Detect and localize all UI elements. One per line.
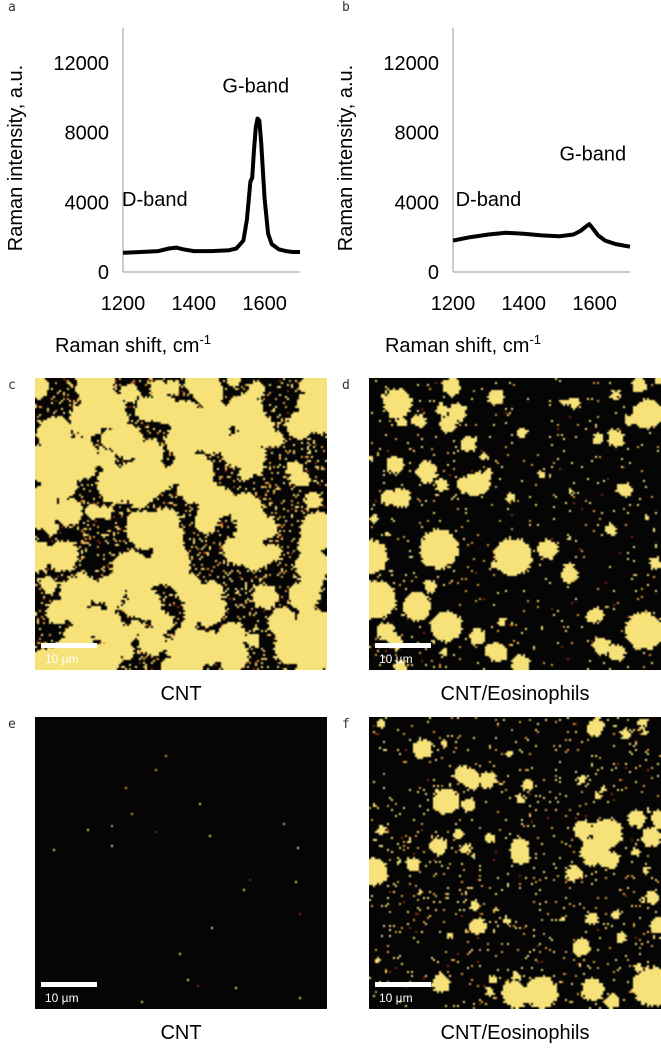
scale-bar xyxy=(375,643,431,648)
x-tick-label: 1400 xyxy=(502,293,547,315)
raman-map-image xyxy=(35,717,327,1009)
x-tick-label: 1200 xyxy=(431,293,476,315)
caption-e: CNT xyxy=(160,1022,202,1044)
panel-label-a: a xyxy=(8,0,16,15)
scale-bar-label: 10 µm xyxy=(45,652,79,666)
y-axis-label: Raman intensity, a.u. xyxy=(5,65,27,251)
raman-spectrum-chart-a: 0 4000 8000 12000 1200 1400 1600 Raman intensit… xyxy=(5,28,300,357)
x-axis-label: Raman shift, cm-1 xyxy=(55,332,211,357)
band-annotation: D-band xyxy=(122,189,188,211)
panel-label-e: e xyxy=(8,717,16,732)
scale-bar-label: 10 µm xyxy=(45,991,79,1005)
caption-f: CNT/Eosinophils xyxy=(440,1022,590,1044)
y-axis-label: Raman intensity, a.u. xyxy=(335,65,357,251)
raman-map-d: 10 µm xyxy=(369,378,661,670)
raman-spectrum-chart-b: 0 4000 8000 12000 1200 1400 1600 Raman intensit… xyxy=(335,28,631,357)
scale-bar xyxy=(41,982,97,987)
band-annotation: G-band xyxy=(222,75,289,97)
raman-map-image xyxy=(369,378,661,670)
raman-map-f: 10 µm xyxy=(369,717,661,1009)
raman-map-c: 10 µm xyxy=(35,378,327,670)
caption-c: CNT xyxy=(160,683,202,705)
raman-map-e: 10 µm xyxy=(35,717,327,1009)
x-axis-label: Raman shift, cm-1 xyxy=(385,332,541,357)
panel-label-d: d xyxy=(342,378,350,393)
caption-d: CNT/Eosinophils xyxy=(440,683,590,705)
y-tick-label: 4000 xyxy=(65,192,110,214)
scale-bar-label: 10 µm xyxy=(379,991,413,1005)
x-tick-label: 1200 xyxy=(101,293,146,315)
scale-bar xyxy=(375,982,431,987)
y-tick-label: 8000 xyxy=(395,123,440,145)
y-tick-label: 0 xyxy=(428,262,439,284)
x-tick-label: 1400 xyxy=(172,293,217,315)
panel-label-c: c xyxy=(8,378,16,393)
y-tick-label: 8000 xyxy=(65,123,110,145)
spectrum-line xyxy=(122,116,300,255)
y-tick-label: 12000 xyxy=(53,53,109,75)
panel-label-b: b xyxy=(342,0,350,15)
spectrum-line xyxy=(452,222,631,249)
raman-map-image xyxy=(369,717,661,1009)
x-tick-label: 1600 xyxy=(572,293,617,315)
band-annotation: G-band xyxy=(559,143,626,165)
y-tick-label: 0 xyxy=(98,262,109,284)
raman-map-image xyxy=(35,378,327,670)
x-tick-label: 1600 xyxy=(242,293,287,315)
scale-bar-label: 10 µm xyxy=(379,652,413,666)
panel-label-f: f xyxy=(342,717,350,732)
y-tick-label: 4000 xyxy=(395,192,440,214)
band-annotation: D-band xyxy=(456,189,522,211)
y-tick-label: 12000 xyxy=(383,53,439,75)
scale-bar xyxy=(41,643,97,648)
